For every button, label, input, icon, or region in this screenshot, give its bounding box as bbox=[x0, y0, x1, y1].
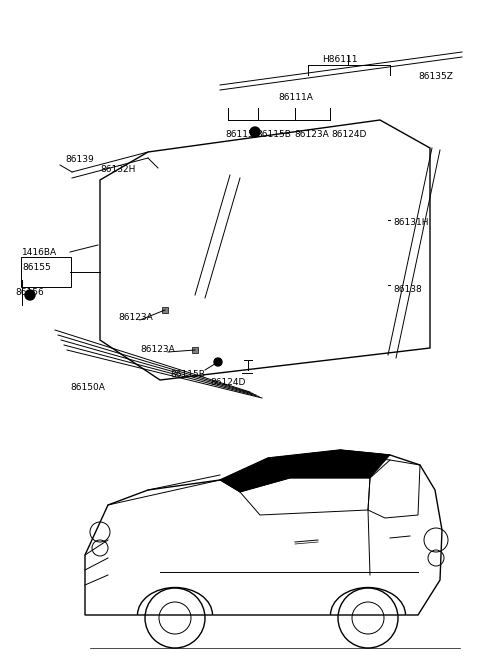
Text: 86132H: 86132H bbox=[100, 165, 135, 174]
Text: 86115B: 86115B bbox=[170, 370, 205, 379]
Text: 86138: 86138 bbox=[393, 285, 422, 294]
Circle shape bbox=[214, 358, 222, 366]
Text: 86115B: 86115B bbox=[257, 130, 291, 139]
Circle shape bbox=[25, 290, 35, 300]
Text: 86111A: 86111A bbox=[278, 93, 313, 102]
Text: H86111: H86111 bbox=[322, 55, 358, 64]
Text: 86156: 86156 bbox=[15, 288, 44, 297]
Circle shape bbox=[250, 127, 260, 137]
Text: 86135Z: 86135Z bbox=[418, 72, 453, 81]
Text: 86139: 86139 bbox=[65, 155, 94, 164]
Text: 86123A: 86123A bbox=[118, 313, 153, 322]
FancyBboxPatch shape bbox=[21, 257, 71, 287]
Text: 86124D: 86124D bbox=[210, 378, 246, 387]
Text: 1416BA: 1416BA bbox=[22, 248, 57, 257]
Polygon shape bbox=[220, 450, 390, 492]
Text: 86131H: 86131H bbox=[393, 218, 429, 227]
Text: 86123A: 86123A bbox=[295, 130, 329, 139]
Text: 86150A: 86150A bbox=[71, 383, 106, 392]
Text: 86124D: 86124D bbox=[331, 130, 367, 139]
Text: 86155: 86155 bbox=[22, 263, 51, 272]
Text: 86123A: 86123A bbox=[140, 345, 175, 354]
Text: 86115: 86115 bbox=[226, 130, 254, 139]
